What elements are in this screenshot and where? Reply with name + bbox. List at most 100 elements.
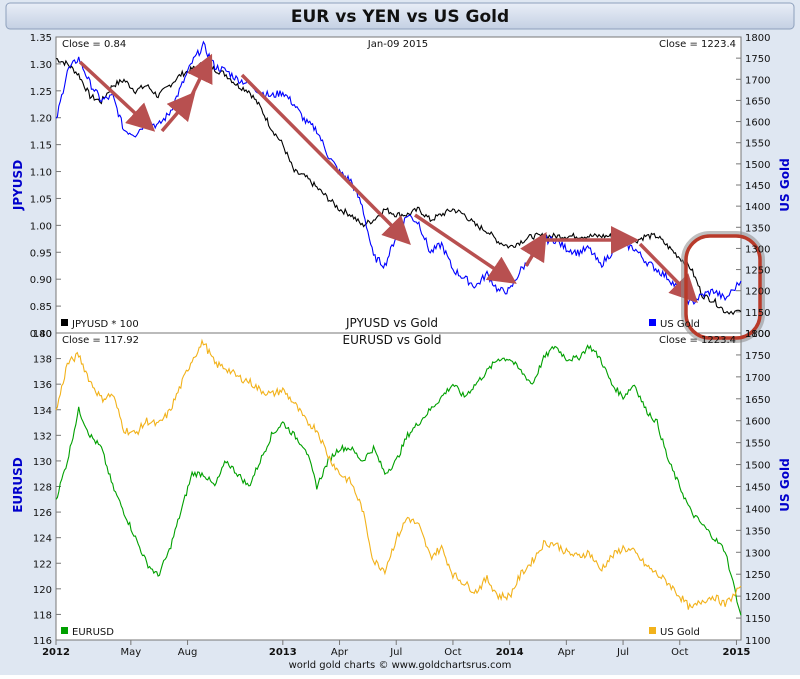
date-label: Jan-09 2015 <box>367 39 428 50</box>
bottom-right-tick-label: 1550 <box>745 439 770 450</box>
bottom-left-tick-label: 132 <box>33 431 52 442</box>
bottom-left-tick-label: 136 <box>33 380 52 391</box>
top-left-tick-label: 1.20 <box>30 114 52 125</box>
top-left-axis: 1.35 1.30 1.25 1.20 1.15 1.10 1.05 1.00 0.95 0.90… <box>30 33 52 340</box>
bottom-left-tick-label: 130 <box>33 457 52 468</box>
bottom-right-tick-label: 1450 <box>745 483 770 494</box>
bottom-legend-eur: EURUSD <box>72 627 114 638</box>
trend-arrow <box>240 73 411 245</box>
top-right-tick-label: 1750 <box>745 54 770 65</box>
bottom-right-tick-label: 1600 <box>745 417 770 428</box>
bottom-legend-gold: US Gold <box>660 627 700 638</box>
highlight-circle <box>684 234 762 340</box>
top-right-tick-label: 1500 <box>745 160 770 171</box>
top-legend-jpy: JPYUSD * 100 <box>71 319 139 330</box>
top-legend-gold-swatch <box>649 319 656 326</box>
top-left-axis-title: JPYUSD <box>11 160 25 211</box>
highlight-shadow <box>681 231 765 343</box>
x-tick-label: Apr <box>558 647 576 658</box>
top-left-tick-label: 1.35 <box>30 33 52 44</box>
x-tick-label: Jul <box>389 647 402 658</box>
x-tick-label: Aug <box>178 647 198 658</box>
bottom-left-close: Close = 117.92 <box>62 335 139 346</box>
bottom-left-tick-label: 126 <box>33 508 52 519</box>
top-right-close: Close = 1223.4 <box>659 39 736 50</box>
trend-arrow <box>160 91 196 133</box>
trend-arrow <box>187 53 213 96</box>
x-tick-label: 2012 <box>42 647 70 658</box>
bottom-right-tick-label: 1700 <box>745 373 770 384</box>
bottom-left-axis: 140 138 136 134 132 130 128 126 124 122 120 118 116 <box>33 329 52 647</box>
bottom-left-axis-title: EURUSD <box>11 457 25 513</box>
x-tick-label: 2014 <box>496 647 524 658</box>
bottom-right-tick-label: 1800 <box>745 329 770 340</box>
x-tick-label: 2015 <box>723 647 751 658</box>
top-right-tick-label: 1650 <box>745 96 770 107</box>
bottom-series-us-gold <box>55 338 742 610</box>
top-right-tick-label: 1600 <box>745 118 770 129</box>
trend-arrow <box>520 232 547 267</box>
top-legend-jpy-swatch <box>61 319 68 326</box>
top-right-axis-title: US Gold <box>778 158 792 211</box>
bottom-left-tick-label: 122 <box>33 559 52 570</box>
top-right-tick-label: 1700 <box>745 75 770 86</box>
bottom-left-tick-label: 138 <box>33 355 52 366</box>
bottom-right-tick-label: 1150 <box>745 614 770 625</box>
bottom-legend-eur-swatch <box>61 627 68 634</box>
top-right-tick-label: 1400 <box>745 202 770 213</box>
top-left-tick-label: 1.15 <box>30 141 52 152</box>
bottom-left-tick-label: 118 <box>33 610 52 621</box>
bottom-series-eurusd <box>55 344 742 616</box>
x-tick-label: Oct <box>444 647 461 658</box>
trend-arrow <box>78 60 156 132</box>
bottom-right-tick-label: 1300 <box>745 548 770 559</box>
top-right-tick-label: 1350 <box>745 223 770 234</box>
bottom-right-tick-label: 1350 <box>745 526 770 537</box>
top-right-tick-label: 1150 <box>745 308 770 319</box>
top-right-tick-label: 1550 <box>745 139 770 150</box>
footer-credit: world gold charts © www.goldchartsrus.co… <box>289 660 512 671</box>
bottom-plot-area <box>55 332 742 641</box>
top-right-tick-label: 1100 <box>745 329 770 340</box>
bottom-right-tick-label: 1400 <box>745 504 770 515</box>
top-left-tick-label: 0.90 <box>30 275 52 286</box>
x-tick-label: Oct <box>671 647 688 658</box>
bottom-left-tick-label: 116 <box>33 636 52 647</box>
top-right-tick-label: 1450 <box>745 181 770 192</box>
bottom-right-close: Close = 1223.4 <box>659 335 736 346</box>
x-tick-label: Jul <box>616 647 629 658</box>
bottom-right-tick-label: 1500 <box>745 461 770 472</box>
top-left-tick-label: 0.85 <box>30 302 52 313</box>
bottom-panel-title: EURUSD vs Gold <box>343 333 442 347</box>
bottom-left-tick-label: 120 <box>33 585 52 596</box>
top-right-tick-label: 1300 <box>745 244 770 255</box>
bottom-right-tick-label: 1750 <box>745 351 770 362</box>
bottom-left-tick-label: 134 <box>33 406 52 417</box>
bottom-right-axis: 1800 1750 1700 1650 1600 1550 1500 1450 1400 1350… <box>745 329 770 647</box>
top-left-tick-label: 1.10 <box>30 168 52 179</box>
bottom-right-tick-label: 1250 <box>745 570 770 581</box>
top-panel-title: JPYUSD vs Gold <box>345 316 438 330</box>
bottom-right-tick-label: 1650 <box>745 395 770 406</box>
x-tick-label: 2013 <box>269 647 297 658</box>
chart-title: EUR vs YEN vs US Gold <box>291 7 509 27</box>
title-bar <box>5 2 795 30</box>
top-left-tick-label: 0.95 <box>30 248 52 259</box>
top-plot-area <box>55 36 742 334</box>
trend-arrow <box>414 213 517 284</box>
top-left-close: Close = 0.84 <box>62 39 126 50</box>
top-left-tick-label: 1.00 <box>30 221 52 232</box>
x-tick-label: Apr <box>331 647 349 658</box>
bottom-right-axis-title: US Gold <box>778 458 792 511</box>
bottom-legend-gold-swatch <box>649 627 656 634</box>
top-right-tick-label: 1250 <box>745 266 770 277</box>
bottom-left-tick-label: 124 <box>33 534 52 545</box>
bottom-left-tick-label: 128 <box>33 483 52 494</box>
bottom-series <box>55 338 742 616</box>
annotations <box>78 53 765 343</box>
top-legend-gold: US Gold <box>660 319 700 330</box>
bottom-left-tick-label: 140 <box>33 329 52 340</box>
top-left-tick-label: 1.25 <box>30 87 52 98</box>
